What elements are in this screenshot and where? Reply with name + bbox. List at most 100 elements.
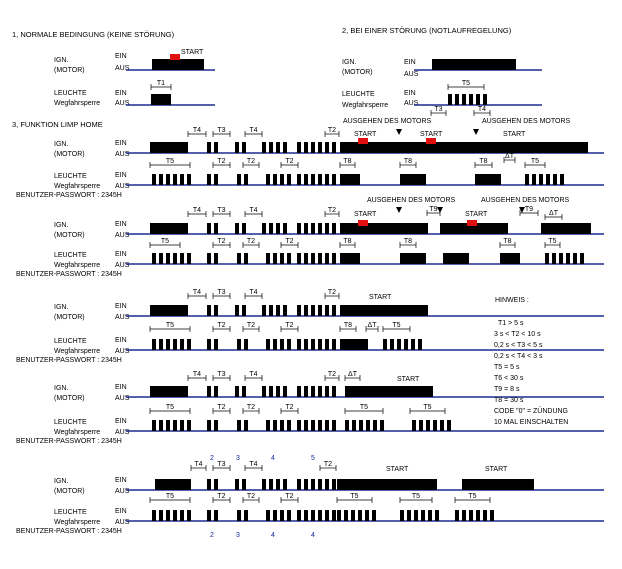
ein-label: EIN: [404, 90, 416, 97]
pulse-bar: [318, 510, 322, 521]
pulse-bar: [318, 479, 322, 490]
start-label: START: [369, 294, 392, 301]
wegfahrsperre-label: Wegfahrsperre: [54, 183, 100, 190]
start-label: START: [465, 211, 488, 218]
pulse-bar: [187, 420, 191, 431]
t4-label: T4: [193, 207, 201, 214]
ein-label: EIN: [115, 477, 127, 484]
pulse-bar: [297, 142, 301, 153]
pulse-bar: [280, 253, 284, 264]
pulse: [340, 339, 368, 350]
t5-label: T5: [548, 238, 556, 245]
pulse-bar: [311, 305, 315, 316]
pulse-bar: [180, 510, 184, 521]
pulse-bar: [207, 223, 211, 234]
pulse-bar: [237, 253, 241, 264]
t5-label: T5: [350, 493, 358, 500]
pulse-bar: [419, 420, 423, 431]
password-label: BENUTZER-PASSWORT : 2345H: [16, 528, 122, 535]
pulse-bar: [283, 305, 287, 316]
pulse-bar: [573, 253, 577, 264]
aus-label: AUS: [115, 519, 130, 526]
arrow-down-icon: [396, 129, 402, 135]
pulse-bar: [490, 510, 494, 521]
pulse-bar: [287, 420, 291, 431]
pulse-bar: [325, 479, 329, 490]
pulse: [400, 253, 426, 264]
pulse-bar: [287, 253, 291, 264]
wegfahrsperre-label: Wegfahrsperre: [54, 262, 100, 269]
aus-label: AUS: [115, 314, 130, 321]
pulse: [541, 223, 591, 234]
pulse-bar: [276, 479, 280, 490]
pulse-bar: [276, 386, 280, 397]
pulse: [475, 174, 501, 185]
pulse: [150, 223, 188, 234]
pulse-bar: [152, 420, 156, 431]
t3-label: T3: [217, 289, 225, 296]
pulse-bar: [297, 510, 301, 521]
pulse-bar: [297, 479, 301, 490]
hinweis-line: CODE "0" = ZÜNDUNG: [494, 407, 568, 415]
start-label: START: [485, 466, 508, 473]
ein-label: EIN: [115, 221, 127, 228]
t2-label: T2: [247, 322, 255, 329]
pulse-bar: [152, 174, 156, 185]
leuchte-label: LEUCHTE: [54, 252, 87, 259]
t2-label: T2: [328, 289, 336, 296]
aus-label: AUS: [115, 348, 130, 355]
t4-label: T4: [194, 461, 202, 468]
pulse-bar: [214, 305, 218, 316]
t2-label: T2: [217, 238, 225, 245]
pulse-bar: [476, 94, 480, 105]
t1-label: T1: [157, 80, 165, 87]
t3-label: T3: [217, 461, 225, 468]
pulse-bar: [560, 174, 564, 185]
wegfahrsperre-label: Wegfahrsperre: [342, 102, 388, 109]
pulse-bar: [207, 479, 211, 490]
start-marker: [426, 138, 436, 144]
pulse-bar: [325, 305, 329, 316]
pulse-bar: [180, 339, 184, 350]
t2-label: T2: [247, 404, 255, 411]
hinweis-line: T5 = 5 s: [494, 364, 520, 371]
pulse-bar: [273, 510, 277, 521]
pulse-bar: [187, 174, 191, 185]
pulse-bar: [266, 253, 270, 264]
pulse-bar: [214, 253, 218, 264]
hinweis-line: 10 MAL EINSCHALTEN: [494, 419, 568, 426]
pulse-bar: [214, 174, 218, 185]
t8-label: T8: [503, 238, 511, 245]
ein-label: EIN: [404, 59, 416, 66]
pulse: [462, 479, 534, 490]
pulse-bar: [283, 223, 287, 234]
t8-label: T8: [343, 238, 351, 245]
pulse-bar: [426, 420, 430, 431]
pulse-bar: [235, 305, 239, 316]
wegfahrsperre-label: Wegfahrsperre: [54, 429, 100, 436]
hinweis-line: 0,2 s < T3 < 5 s: [494, 342, 543, 349]
pulse-bar: [207, 142, 211, 153]
t5-label: T5: [423, 404, 431, 411]
pulse-bar: [297, 305, 301, 316]
pulse-bar: [407, 510, 411, 521]
t5-label: T5: [412, 493, 420, 500]
pulse-bar: [280, 510, 284, 521]
pulse-bar: [311, 339, 315, 350]
pulse-bar: [269, 305, 273, 316]
aus-label: AUS: [115, 151, 130, 158]
pulse-bar: [159, 510, 163, 521]
pulse-bar: [311, 420, 315, 431]
password-label: BENUTZER-PASSWORT : 2345H: [16, 192, 122, 199]
t4-label: T4: [193, 289, 201, 296]
pulse-bar: [380, 420, 384, 431]
pulse: [340, 223, 428, 234]
t4-label: T4: [249, 289, 257, 296]
pulse-bar: [214, 510, 218, 521]
pulse-bar: [266, 174, 270, 185]
pulse-bar: [235, 386, 239, 397]
t2-label: T2: [217, 493, 225, 500]
hinweis-line: T6 < 30 s: [494, 375, 524, 382]
arrow-down-icon: [519, 207, 525, 213]
section-2-title: 2, BEI EINER STÖRUNG (NOTLAUFREGELUNG): [342, 26, 512, 35]
